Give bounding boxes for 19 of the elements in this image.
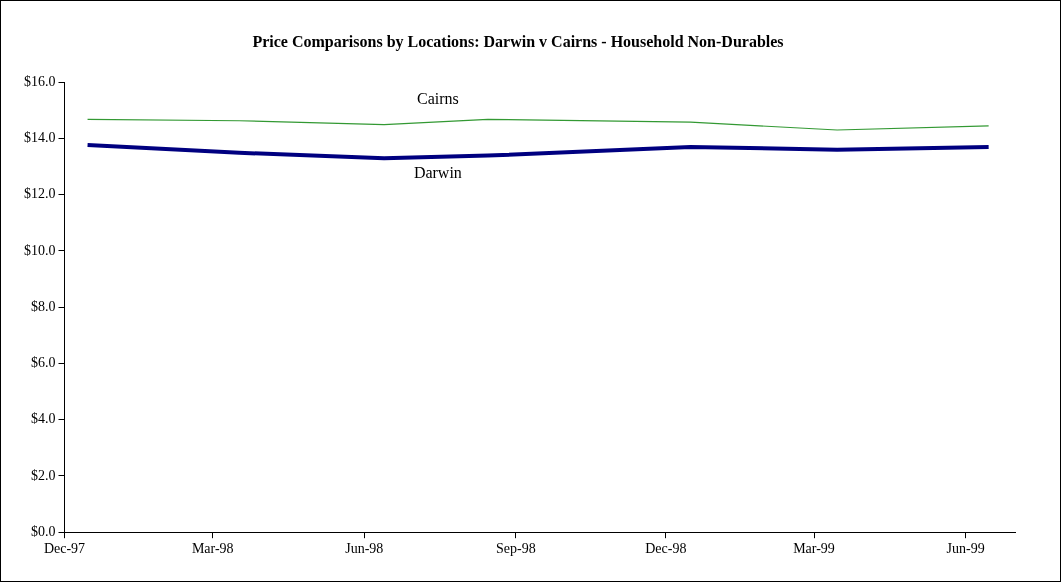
- y-tick-label: $4.0: [31, 411, 56, 427]
- y-tick-label: $0.0: [31, 523, 56, 539]
- y-tick-label: $12.0: [24, 186, 56, 202]
- series-label: Darwin: [413, 163, 462, 181]
- x-tick-label: Dec-98: [645, 541, 687, 557]
- series-label: Cairns: [416, 89, 459, 107]
- y-tick-label: $2.0: [31, 467, 56, 483]
- y-tick-label: $8.0: [31, 298, 56, 314]
- y-tick-label: $10.0: [24, 242, 56, 258]
- x-tick-label: Mar-99: [793, 541, 835, 557]
- x-tick-label: Dec-97: [43, 541, 86, 557]
- x-tick-label: Jun-98: [345, 541, 384, 557]
- y-tick-label: $14.0: [24, 130, 56, 146]
- x-tick-label: Mar-98: [191, 541, 234, 557]
- y-tick-label: $16.0: [24, 73, 56, 89]
- chart-title: Price Comparisons by Locations: Darwin v Cairns - Household Non-Durables: [252, 32, 784, 51]
- x-tick-label: Jun-99: [946, 541, 985, 557]
- x-tick-label: Sep-98: [496, 541, 536, 557]
- y-tick-label: $6.0: [31, 355, 56, 371]
